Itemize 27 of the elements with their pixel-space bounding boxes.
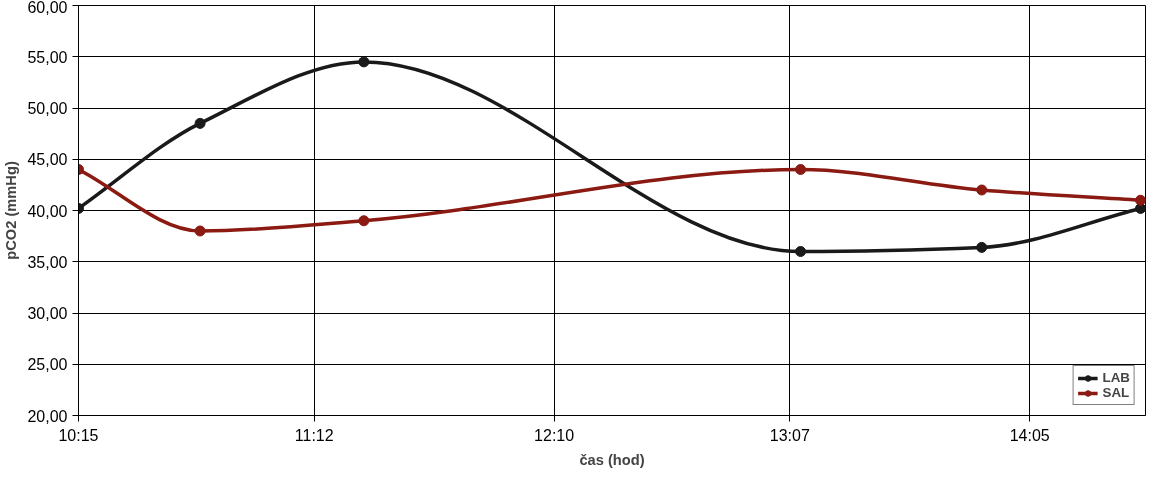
- point: [358, 56, 370, 68]
- y-tick-label: 25,00: [27, 356, 68, 374]
- x-axis-title: čas (hod): [579, 451, 645, 468]
- x-tick-label: 11:12: [294, 426, 334, 444]
- legend-label: SAL: [1102, 385, 1130, 400]
- legend-label: LAB: [1102, 370, 1130, 385]
- x-tick-label: 12:10: [534, 426, 575, 444]
- y-tick-label: 50,00: [27, 100, 68, 117]
- y-tick-label: 40,00: [27, 202, 68, 220]
- point: [795, 246, 807, 257]
- point: [194, 225, 206, 237]
- y-axis-title: pCO2 (mmHg): [3, 161, 20, 260]
- x-tick-label: 13:07: [769, 426, 810, 444]
- y-tick-label: 60,00: [27, 0, 68, 16]
- point: [358, 215, 370, 227]
- y-tick-label: 45,00: [27, 151, 68, 169]
- point: [1135, 194, 1146, 206]
- x-tick-label: 10:15: [58, 426, 99, 444]
- y-tick-label: 30,00: [27, 305, 68, 322]
- point: [194, 117, 206, 129]
- point: [976, 241, 988, 253]
- x-tick-label: 14:05: [1009, 426, 1050, 444]
- y-tick-label: 55,00: [27, 48, 68, 66]
- point: [795, 164, 807, 175]
- y-tick-label: 20,00: [27, 407, 68, 425]
- point: [976, 184, 988, 196]
- y-tick-label: 35,00: [27, 253, 68, 271]
